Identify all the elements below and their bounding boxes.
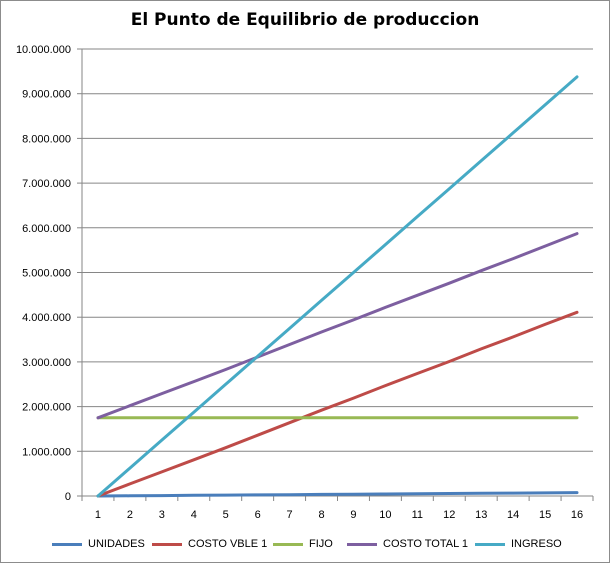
y-tick-label: 3.000.000	[22, 357, 71, 369]
y-tick-label: 2.000.000	[22, 402, 71, 414]
x-tick-label: 1	[95, 509, 101, 521]
y-tick-label: 10.000.000	[16, 44, 71, 56]
x-tick-label: 15	[539, 509, 551, 521]
axes	[81, 49, 594, 501]
x-tick-label: 8	[318, 509, 324, 521]
legend-item: UNIDADES	[52, 535, 145, 553]
legend-label: COSTO TOTAL 1	[383, 538, 468, 550]
legend-item: INGRESO	[475, 535, 562, 553]
x-tick-label: 14	[507, 509, 519, 521]
x-tick-label: 4	[191, 509, 197, 521]
x-tick-label: 5	[223, 509, 229, 521]
legend: UNIDADES COSTO VBLE 1 FIJO COSTO TOTAL 1 ING…	[0, 535, 610, 553]
x-tick-label: 12	[443, 509, 455, 521]
series-line-1	[96, 310, 579, 498]
x-tick-label: 13	[475, 509, 487, 521]
x-tick-label: 3	[159, 509, 165, 521]
series-line-0	[96, 491, 579, 498]
x-tick-label: 2	[127, 509, 133, 521]
y-tick-label: 5.000.000	[22, 268, 71, 280]
legend-label: FIJO	[309, 538, 333, 550]
gridlines	[77, 48, 593, 497]
y-tick-label: 8.000.000	[22, 133, 71, 145]
legend-item: COSTO VBLE 1	[152, 535, 267, 553]
series-line-3	[96, 232, 579, 420]
y-tick-label: 9.000.000	[22, 89, 71, 101]
legend-swatch	[475, 542, 505, 546]
x-tick-label: 10	[379, 509, 391, 521]
y-tick-label: 6.000.000	[22, 223, 71, 235]
legend-label: COSTO VBLE 1	[188, 538, 268, 550]
x-tick-label: 11	[412, 509, 423, 521]
legend-item: COSTO TOTAL 1	[347, 535, 468, 553]
x-tick-label: 6	[255, 509, 261, 521]
legend-swatch	[152, 542, 182, 546]
x-tick-label: 16	[571, 509, 583, 521]
x-tick-labels: 1 2 3 4 5 6 7 8 9 10 11 12 13 14 15 16	[95, 509, 583, 521]
legend-swatch	[273, 542, 303, 546]
legend-label: UNIDADES	[88, 538, 145, 550]
x-tick-label: 7	[287, 509, 293, 521]
y-tick-label: 7.000.000	[22, 178, 71, 190]
y-tick-label: 1.000.000	[22, 446, 71, 458]
legend-swatch	[347, 542, 377, 546]
legend-item: FIJO	[273, 535, 333, 553]
y-tick-label: 4.000.000	[22, 312, 71, 324]
x-tick-label: 9	[350, 509, 356, 521]
series-lines	[96, 75, 579, 498]
legend-label: INGRESO	[511, 538, 562, 550]
y-tick-label: 0	[65, 491, 71, 503]
legend-swatch	[52, 542, 82, 546]
chart-title: El Punto de Equilibrio de produccion	[130, 10, 480, 30]
y-tick-labels: 0 1.000.000 2.000.000 3.000.000 4.000.000 5.0…	[16, 44, 71, 503]
series-line-4	[96, 75, 579, 498]
